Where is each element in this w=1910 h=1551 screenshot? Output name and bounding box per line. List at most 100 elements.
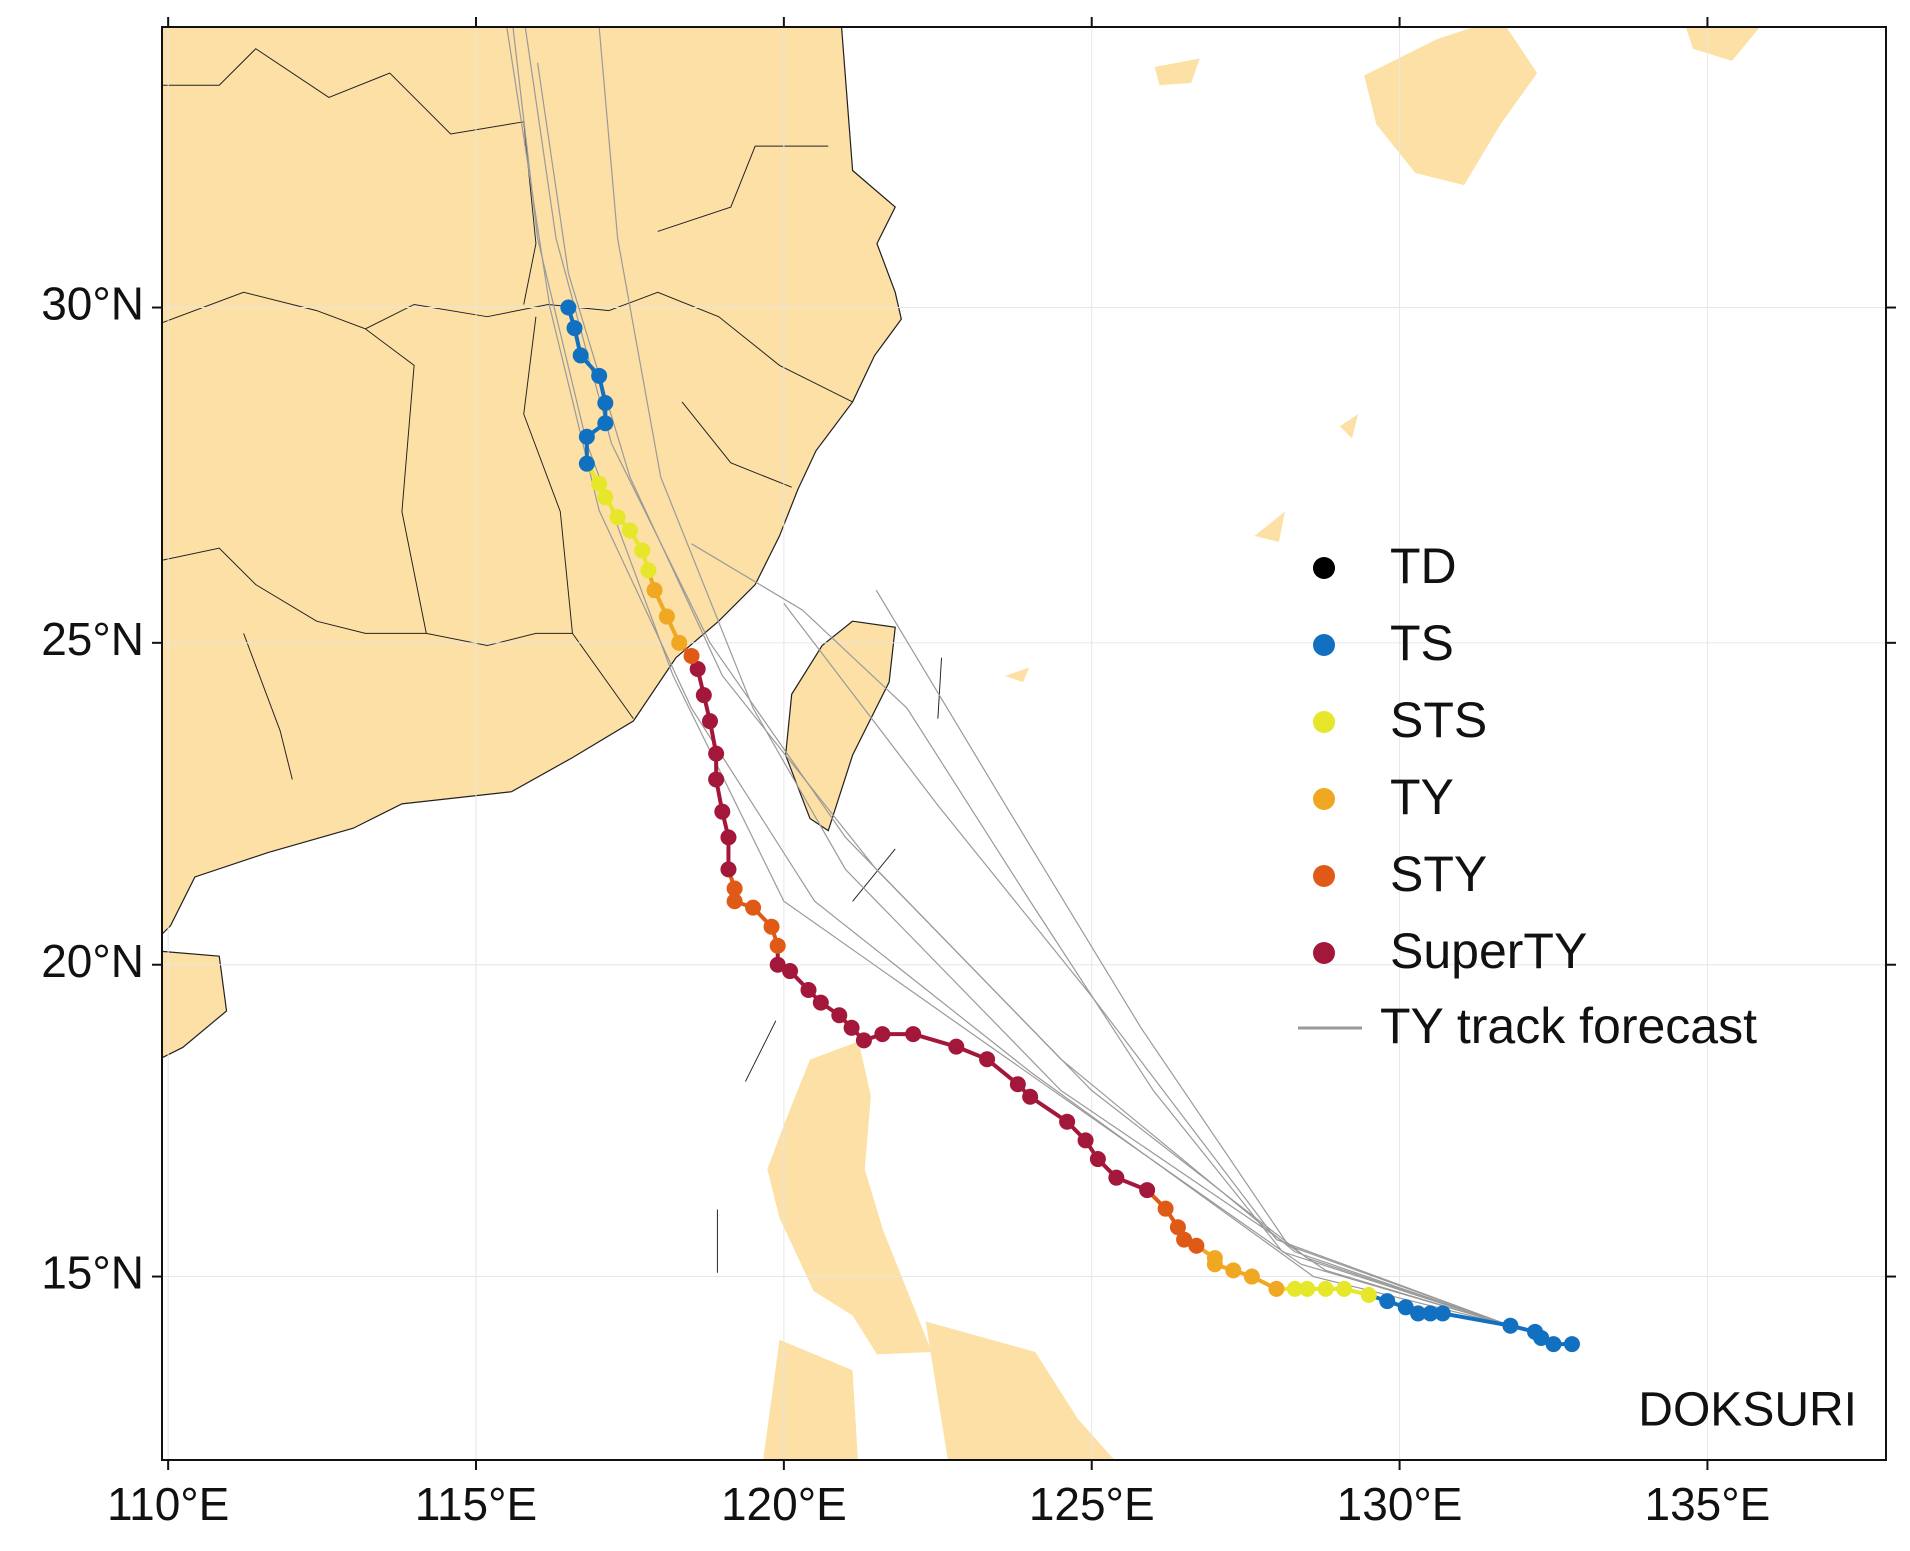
- track-point: [831, 1007, 848, 1024]
- track-point: [640, 562, 657, 579]
- track-point: [1176, 1231, 1193, 1248]
- forecast-track: [512, 27, 1511, 1327]
- track-point: [621, 522, 638, 539]
- forecast-track: [536, 62, 1511, 1327]
- legend-marker: [1313, 942, 1335, 964]
- track-point: [591, 367, 608, 384]
- grid-layer: [162, 27, 1886, 1460]
- track-point: [591, 475, 608, 492]
- track-point: [763, 918, 780, 935]
- x-tick-label: 115°E: [415, 1478, 537, 1530]
- track-point: [646, 582, 663, 599]
- plot-frame: [161, 26, 1887, 1461]
- forecast-track: [598, 27, 1511, 1327]
- track-point: [1169, 1219, 1186, 1236]
- track-point: [1502, 1317, 1519, 1334]
- track-point: [1243, 1268, 1260, 1285]
- track-point: [671, 634, 688, 651]
- track-point: [1545, 1336, 1562, 1353]
- track-point: [1022, 1088, 1039, 1105]
- track-point: [782, 963, 799, 980]
- y-tick-label: 15°N: [41, 1247, 144, 1299]
- track-point: [714, 803, 731, 820]
- track-point: [1206, 1250, 1223, 1267]
- track-point: [689, 661, 706, 678]
- track-segment: [1442, 1311, 1511, 1328]
- forecast-track: [506, 27, 1511, 1327]
- track-point: [634, 542, 651, 559]
- track-point: [1157, 1200, 1174, 1217]
- track-point: [572, 347, 589, 364]
- land-layer: [162, 27, 1760, 1460]
- legend-marker: [1313, 788, 1335, 810]
- y-tick-label: 30°N: [41, 278, 144, 330]
- track-point: [1139, 1182, 1156, 1199]
- legend-label: TS: [1390, 615, 1454, 671]
- track-point: [745, 899, 762, 916]
- shikoku: [1685, 27, 1760, 61]
- legend-marker: [1313, 557, 1335, 579]
- track-point: [566, 320, 583, 337]
- track-point: [720, 861, 737, 878]
- x-tick-label: 125°E: [1029, 1478, 1155, 1530]
- track-point: [578, 455, 595, 472]
- track-point: [1336, 1280, 1353, 1297]
- legend-label: SuperTY: [1390, 923, 1587, 979]
- track-point: [597, 415, 614, 432]
- track-point: [1397, 1299, 1414, 1316]
- track-point: [597, 394, 614, 411]
- forecast-track: [875, 589, 1511, 1327]
- track-point: [1188, 1237, 1205, 1254]
- legend-label: TY: [1390, 769, 1454, 825]
- legend-label: TD: [1390, 538, 1457, 594]
- track-point: [658, 608, 675, 625]
- x-tick-label: 110°E: [107, 1478, 229, 1530]
- legend-marker: [1313, 634, 1335, 656]
- track-point: [874, 1026, 891, 1043]
- track-point: [1268, 1280, 1285, 1297]
- hainan: [162, 950, 228, 1059]
- track-point: [1009, 1076, 1026, 1093]
- legend-marker: [1313, 865, 1335, 887]
- track-point: [1422, 1305, 1439, 1322]
- track-point: [578, 428, 595, 445]
- coast-fragments: [716, 657, 943, 1273]
- track-point: [843, 1019, 860, 1036]
- track-point: [708, 745, 725, 762]
- track-point: [560, 299, 577, 316]
- mainland-china: [162, 27, 902, 936]
- y-tick-label: 20°N: [41, 935, 144, 987]
- track-point: [1360, 1286, 1377, 1303]
- track-point: [1434, 1305, 1451, 1322]
- track-point: [1379, 1293, 1396, 1310]
- forecast-track: [524, 27, 1511, 1327]
- track-point: [726, 893, 743, 910]
- track-point: [726, 880, 743, 897]
- track-point: [720, 829, 737, 846]
- x-tick-label: 130°E: [1337, 1478, 1463, 1530]
- track-point: [812, 994, 829, 1011]
- track-point: [609, 509, 626, 526]
- legend-label: STS: [1390, 692, 1487, 748]
- track-point: [1286, 1280, 1303, 1297]
- track-point: [683, 647, 700, 664]
- storm-name: DOKSURI: [1638, 1384, 1857, 1437]
- kyushu: [1364, 27, 1538, 186]
- track-point: [1563, 1336, 1580, 1353]
- track-point: [769, 937, 786, 954]
- track-point: [1317, 1280, 1334, 1297]
- legend: TD TS STS TY STY SuperTY TY track forecast: [1298, 538, 1757, 1054]
- province-border: [162, 48, 853, 780]
- island: [1154, 58, 1200, 86]
- axes-layer: 110°E 115°E 120°E 125°E 130°E 135°E 15°N 20°N 25…: [41, 17, 1896, 1530]
- forecast-track: [691, 543, 1511, 1327]
- track-point: [1089, 1151, 1106, 1168]
- x-tick-label: 120°E: [721, 1478, 847, 1530]
- legend-marker: [1313, 711, 1335, 733]
- track-point: [800, 982, 817, 999]
- track-point: [597, 489, 614, 506]
- track-point: [855, 1032, 872, 1049]
- track-point: [1410, 1305, 1427, 1322]
- track-point: [979, 1051, 996, 1068]
